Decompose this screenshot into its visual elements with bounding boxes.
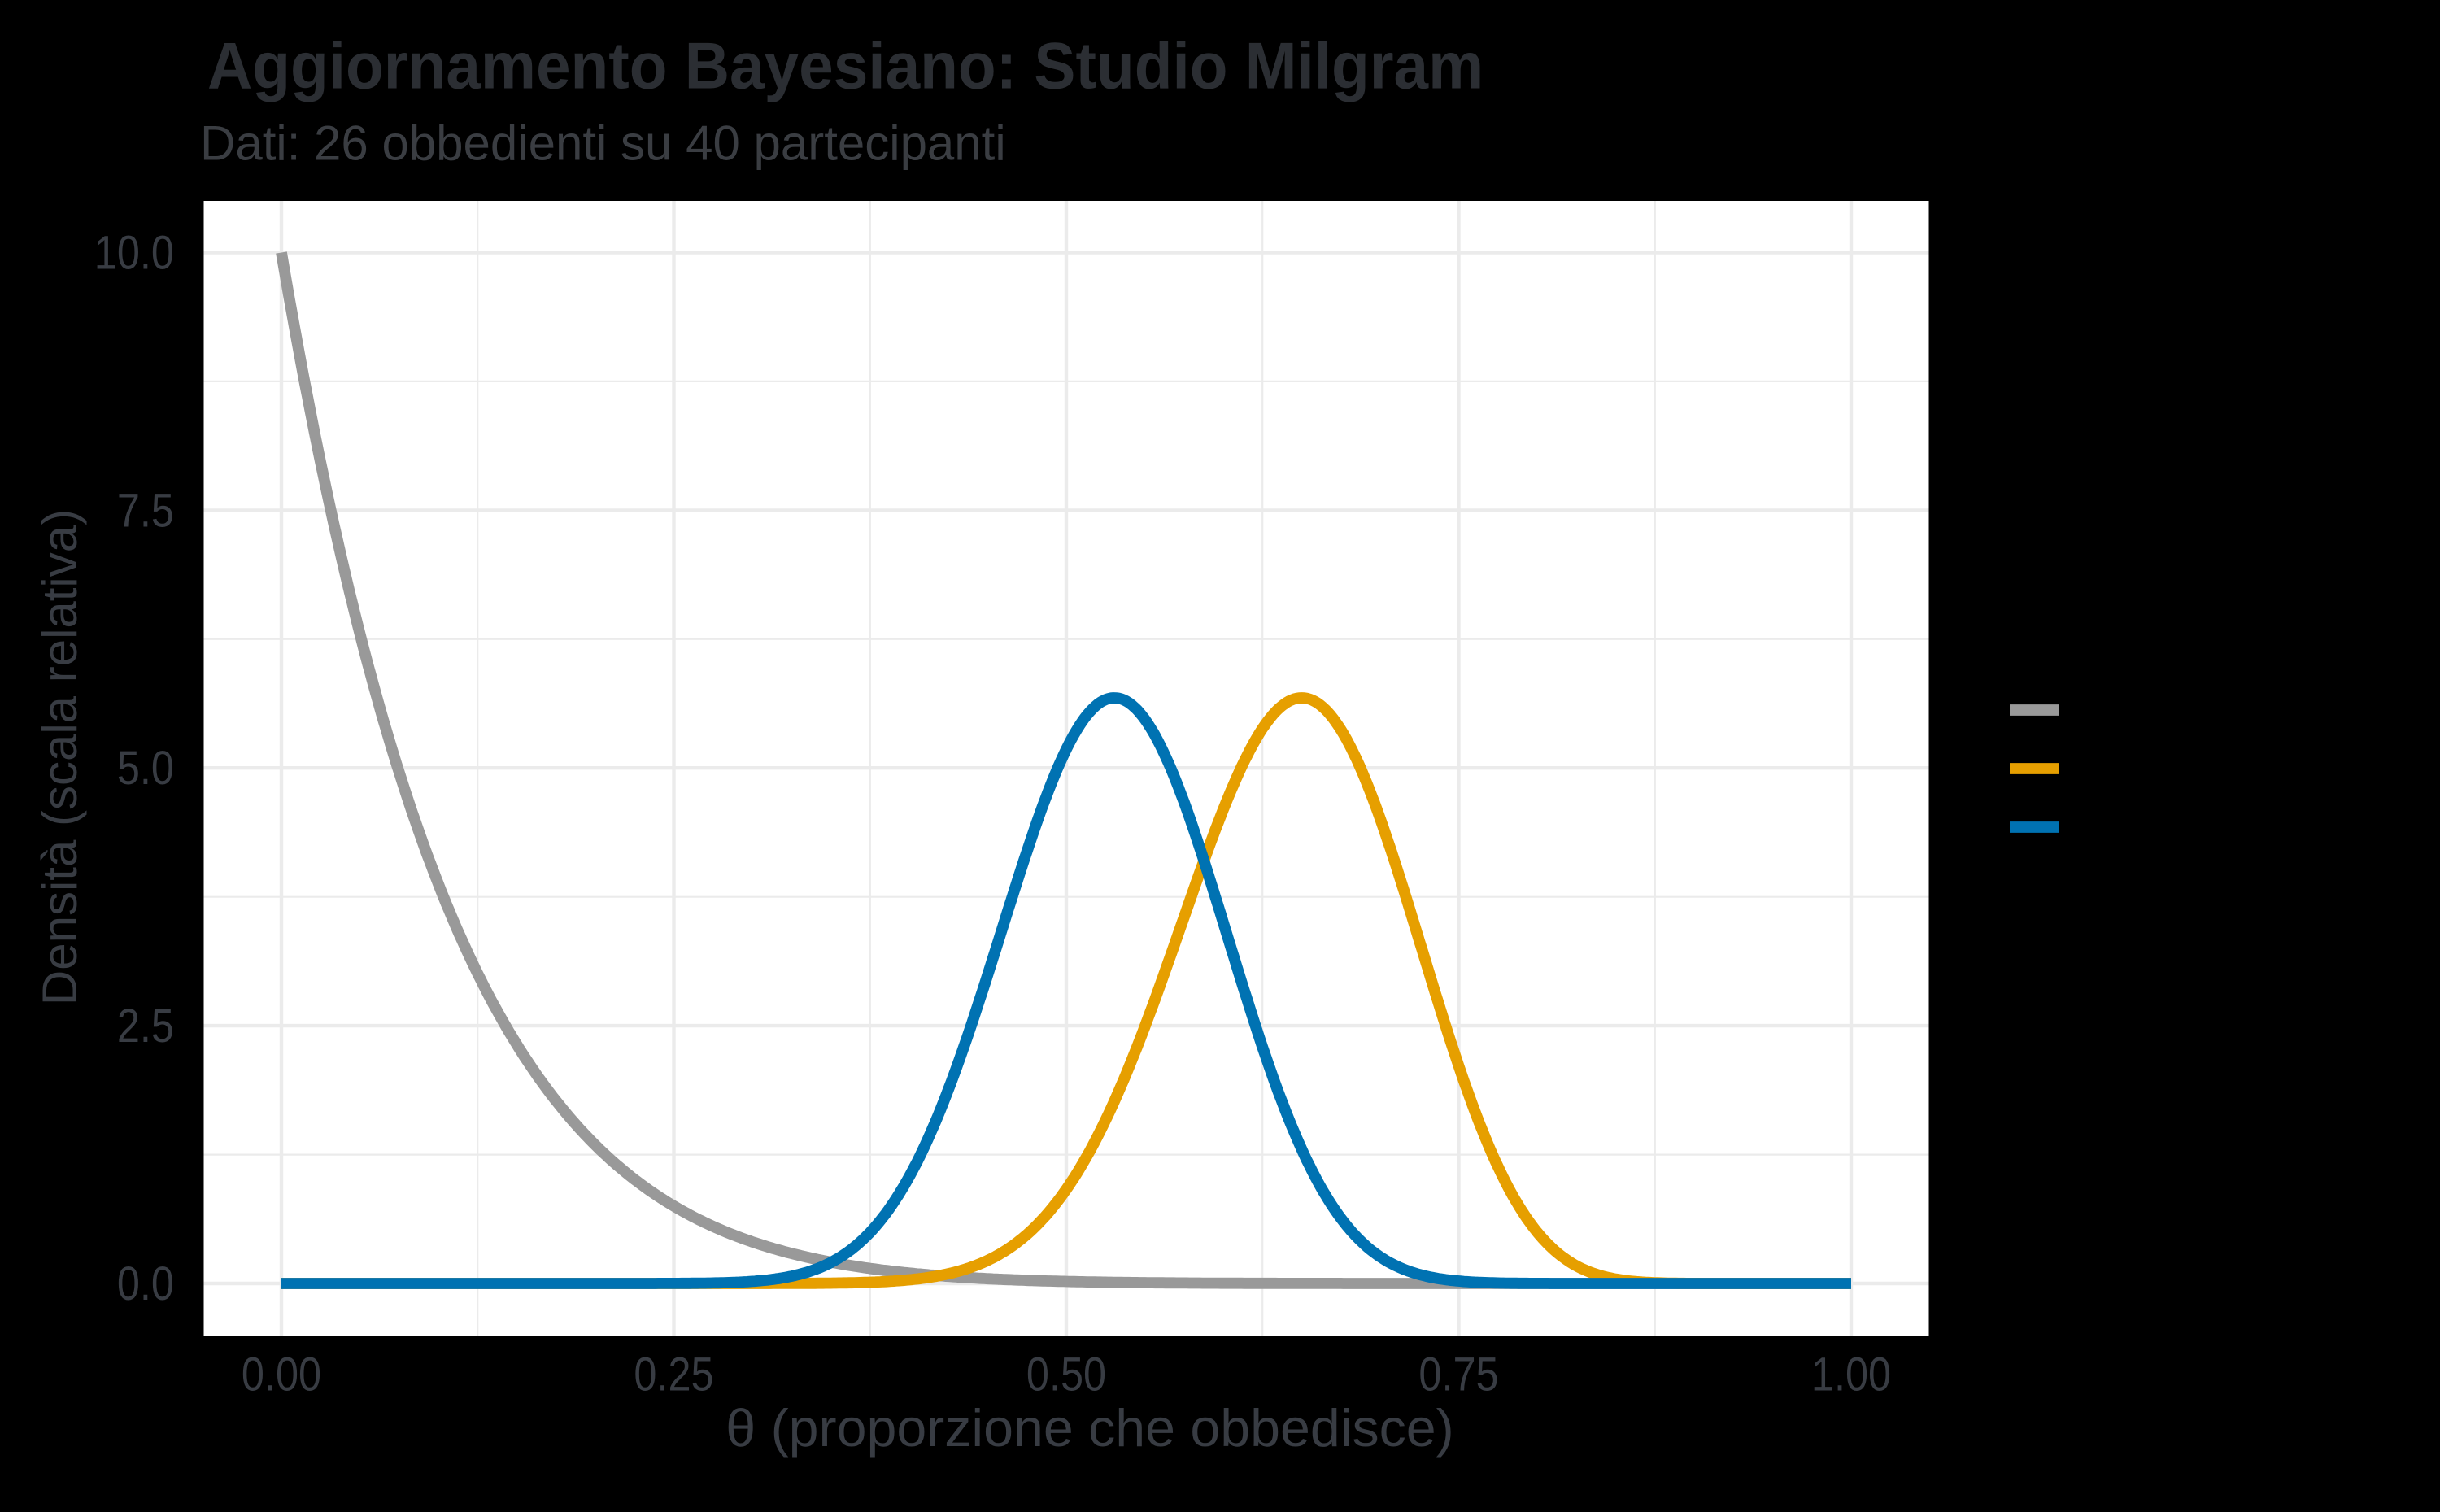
svg-text:θ (proporzione che obbedisce): θ (proporzione che obbedisce) <box>725 1399 1453 1458</box>
svg-text:Dati: 26 obbedienti su 40 part: Dati: 26 obbedienti su 40 partecipanti <box>200 116 1006 171</box>
svg-text:0.50: 0.50 <box>1026 1348 1106 1401</box>
svg-text:0.25: 0.25 <box>634 1348 713 1401</box>
svg-text:Aggiornamento Bayesiano: Studi: Aggiornamento Bayesiano: Studio Milgram <box>207 29 1484 102</box>
svg-text:1.00: 1.00 <box>1811 1348 1891 1401</box>
svg-text:7.5: 7.5 <box>117 484 174 537</box>
svg-text:5.0: 5.0 <box>117 742 174 795</box>
svg-text:0.00: 0.00 <box>242 1348 321 1401</box>
svg-text:0.75: 0.75 <box>1418 1348 1498 1401</box>
svg-text:Densità (scala relativa): Densità (scala relativa) <box>33 509 87 1005</box>
svg-text:10.0: 10.0 <box>94 226 174 279</box>
svg-text:2.5: 2.5 <box>117 1000 174 1052</box>
svg-text:0.0: 0.0 <box>117 1257 174 1310</box>
